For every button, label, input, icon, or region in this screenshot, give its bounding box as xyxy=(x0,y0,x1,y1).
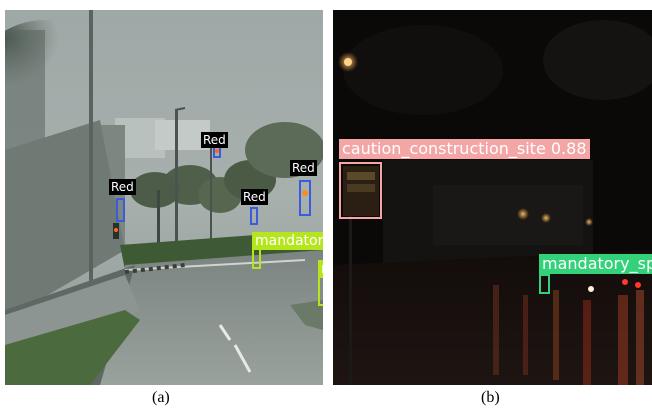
red-light-box-3 xyxy=(250,207,258,225)
red-light-box-4 xyxy=(299,180,311,216)
night-street-scene xyxy=(333,10,652,385)
red-light-label-3: Red xyxy=(241,189,268,205)
caution-sign-box xyxy=(339,162,382,219)
rainy-street-scene xyxy=(5,10,323,385)
image-panel-b: caution_construction_site 0.88 mandatory… xyxy=(333,10,652,385)
caption-a: (a) xyxy=(152,389,170,406)
mandatory-sign-label-2: n xyxy=(318,260,323,278)
red-light-label-2: Red xyxy=(201,132,228,148)
mandatory-sign-box xyxy=(252,248,261,269)
mandatory-sign-box-2 xyxy=(318,276,323,306)
red-light-label-4: Red xyxy=(290,160,317,176)
caution-sign-label: caution_construction_site 0.88 xyxy=(339,139,590,159)
mandatory-sign-box-b xyxy=(539,274,550,294)
mandatory-sign-label-b: mandatory_sp xyxy=(539,254,652,274)
caption-b: (b) xyxy=(481,389,500,406)
red-light-label-1: Red xyxy=(109,179,136,195)
red-light-box-1 xyxy=(116,198,125,222)
image-panel-a: Red Red Red Red mandator n xyxy=(5,10,323,385)
mandatory-sign-label: mandator xyxy=(252,232,323,250)
